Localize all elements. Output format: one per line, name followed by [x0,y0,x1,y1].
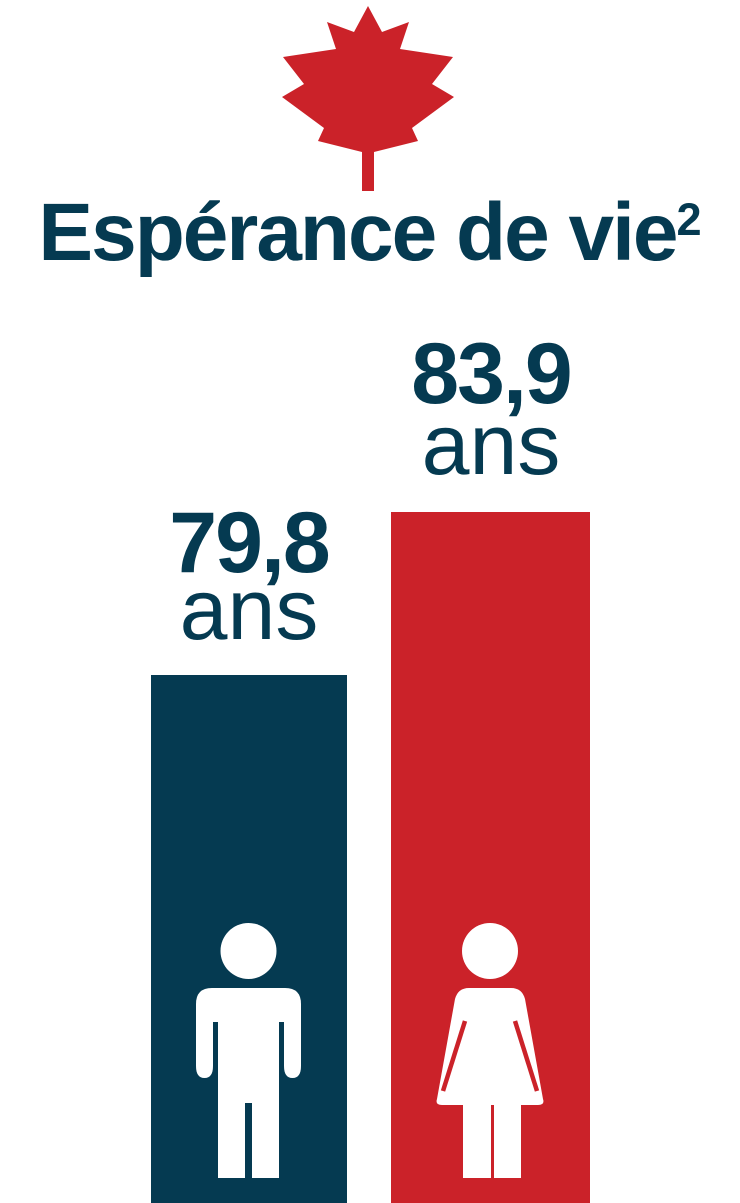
female-figure-head [462,923,518,979]
female-figure-dress [436,988,544,1105]
female-figure-right-leg [494,1105,521,1178]
female-value-label: 83,9 [411,326,572,422]
female-unit-label: ans [421,397,561,493]
male-figure-left-arm [196,1018,213,1078]
page-title-text: Espérance de vie [38,187,678,278]
male-figure-right-leg [252,1103,279,1178]
female-figure-icon [436,923,544,1178]
maple-leaf-icon [282,6,454,191]
female-figure-left-arm-slit [440,1020,468,1092]
page-title-superscript: 2 [676,194,702,246]
male-figure-head [220,923,277,979]
page-title: Espérance de vie2 [0,192,740,274]
male-figure-torso [218,1018,279,1103]
male-figure-icon [196,923,301,1178]
male-figure-right-arm [284,1018,301,1078]
female-figure-left-leg [463,1105,491,1178]
male-figure-left-leg [218,1103,245,1178]
maple-leaf-shape [282,6,454,191]
male-figure-shoulders [196,988,301,1022]
female-figure-right-arm-slit [512,1020,540,1092]
male-unit-label: ans [179,562,319,658]
male-value-label: 79,8 [169,495,330,591]
